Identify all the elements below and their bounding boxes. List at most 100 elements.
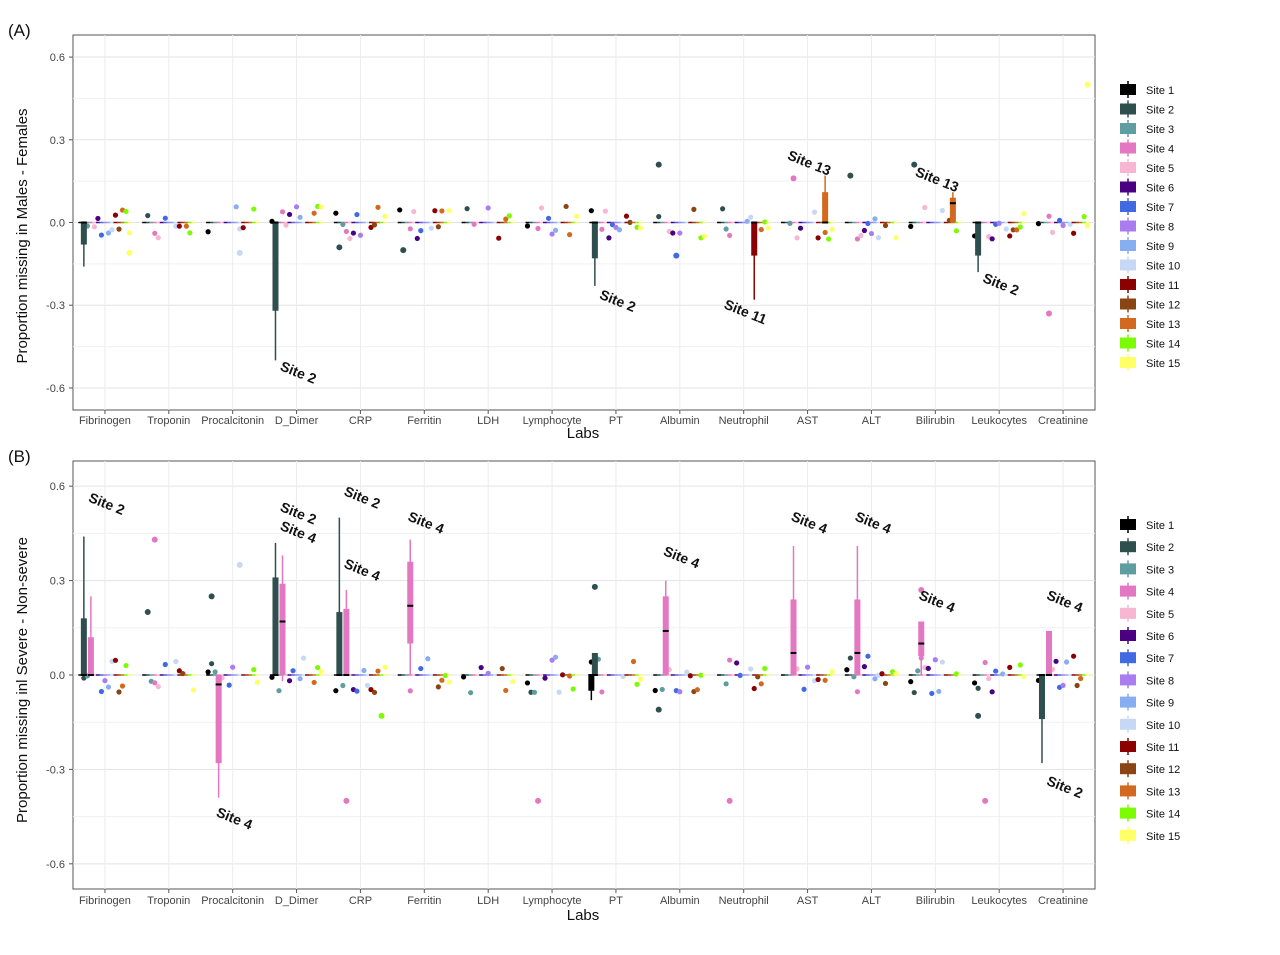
site-point	[851, 674, 857, 680]
site-point	[822, 677, 828, 683]
site-point	[623, 213, 630, 219]
site-point	[485, 670, 491, 676]
y-tick-label: 0.3	[50, 135, 65, 147]
site-point	[499, 665, 505, 672]
site-point	[371, 222, 378, 228]
outlier-point	[378, 712, 385, 719]
outlier-point	[1046, 310, 1053, 317]
site-point	[829, 226, 835, 232]
site-point	[123, 662, 129, 669]
legend-label: Site 14	[1146, 809, 1180, 821]
x-tick-label-neutrophil: Neutrophil	[719, 415, 769, 427]
x-tick-label-lymphocyte: Lymphocyte	[523, 415, 582, 427]
site-point	[293, 204, 300, 210]
site-point	[762, 665, 768, 672]
site-point	[727, 657, 733, 663]
site-point	[542, 675, 548, 681]
site-point	[939, 207, 945, 214]
site-point	[347, 235, 353, 242]
site-point	[428, 225, 434, 231]
box-d_dimer-site-2	[272, 577, 279, 675]
outlier-point	[236, 561, 243, 568]
site-point	[879, 671, 885, 677]
site-point	[524, 680, 531, 686]
site-point	[340, 221, 346, 227]
legend-label: Site 14	[1146, 339, 1180, 351]
panel-b-label: (B)	[8, 447, 31, 466]
site-point	[925, 665, 931, 671]
site-point	[318, 204, 324, 210]
site-point	[723, 226, 729, 232]
y-tick-label: -0.3	[46, 300, 65, 312]
site-point	[627, 219, 633, 225]
site-point	[677, 230, 683, 236]
site-point	[297, 676, 303, 682]
site-point	[599, 226, 605, 232]
site-point	[471, 221, 477, 227]
site-point	[1081, 214, 1087, 220]
site-point	[333, 210, 339, 216]
panel-a-label: (A)	[8, 21, 31, 40]
site-point	[908, 679, 914, 685]
site-point	[371, 689, 378, 696]
box-pt-site-2	[591, 652, 598, 675]
site-point	[939, 659, 945, 665]
box-neutrophil-site-11	[751, 222, 758, 256]
box-bilirubin-site-4	[918, 621, 925, 657]
site-point	[425, 656, 431, 662]
site-point	[811, 209, 818, 215]
site-point	[414, 235, 420, 242]
site-point	[503, 216, 509, 222]
panel-b-y-axis-title: Proportion missing inl Severe - Non-seve…	[14, 537, 31, 823]
site-point	[794, 235, 800, 241]
x-tick-label-leukocytes: Leukocytes	[971, 415, 1027, 427]
site-point	[687, 673, 693, 679]
site-point	[311, 679, 317, 686]
x-tick-label-alt: ALT	[862, 895, 882, 907]
site-point	[908, 223, 914, 229]
x-tick-label-ast: AST	[797, 895, 819, 907]
site-point	[535, 225, 541, 232]
site-point	[829, 669, 835, 675]
legend-label: Site 15	[1146, 831, 1180, 843]
site-point	[694, 687, 700, 693]
site-point	[283, 222, 289, 228]
outlier-point	[535, 797, 542, 804]
site-point	[1049, 229, 1056, 235]
site-point	[1063, 659, 1070, 665]
site-point	[297, 214, 303, 220]
outlier-point	[847, 172, 854, 179]
site-point	[762, 219, 768, 225]
x-tick-label-ldh: LDH	[477, 415, 499, 427]
site-point	[418, 665, 424, 672]
y-tick-label: 0.6	[50, 52, 65, 64]
site-point	[765, 225, 771, 231]
site-point	[311, 210, 317, 216]
outlier-point	[911, 161, 918, 168]
site-point	[861, 664, 868, 670]
site-point	[340, 682, 346, 689]
site-point	[637, 225, 644, 231]
site-point	[911, 689, 917, 696]
site-point	[411, 208, 417, 215]
site-point	[684, 669, 690, 675]
outlier-point	[336, 244, 343, 251]
site-point	[375, 204, 381, 210]
legend-label: Site 2	[1146, 542, 1174, 554]
box-procalcitonin-site-4	[215, 675, 222, 764]
panel-b: (B) -0.6 -0.3 0.0 0.3 0.6 Fibrinogen Troponin…	[8, 447, 1180, 924]
legend-label: Site 6	[1146, 631, 1174, 643]
y-tick-label: 0.6	[50, 481, 65, 493]
site-point	[751, 685, 757, 692]
site-point	[953, 671, 959, 677]
site-point	[350, 230, 357, 236]
x-tick-label-pt: PT	[609, 895, 623, 907]
site-point	[105, 230, 112, 236]
box-creatinine-site-4	[1046, 630, 1053, 675]
site-point	[677, 689, 683, 695]
site-point	[333, 688, 339, 694]
site-point	[893, 671, 899, 677]
site-point	[439, 677, 445, 683]
site-point	[460, 674, 467, 680]
legend-label: Site 4	[1146, 144, 1174, 156]
